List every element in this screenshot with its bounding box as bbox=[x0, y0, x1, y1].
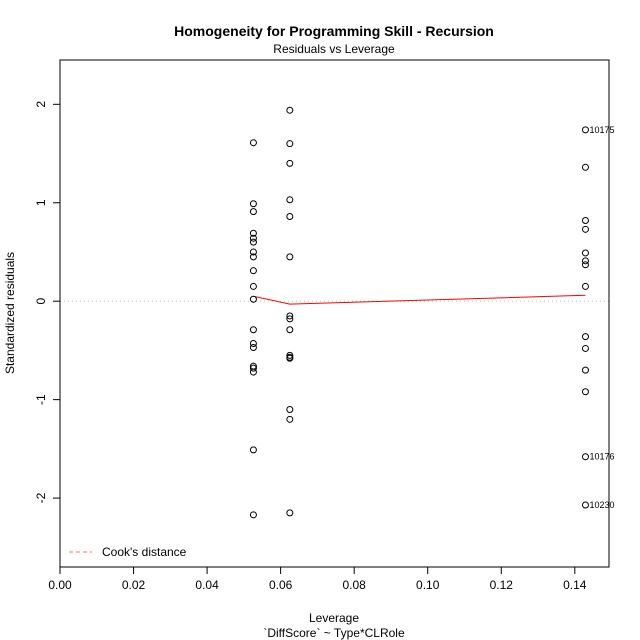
smoothed-fit-line bbox=[253, 294, 586, 305]
data-point bbox=[249, 511, 257, 519]
data-point bbox=[249, 208, 257, 216]
data-point bbox=[286, 405, 294, 413]
data-point bbox=[249, 340, 257, 348]
data-point bbox=[286, 196, 294, 204]
x-axis-formula: `DiffScore` ~ Type*CLRole bbox=[263, 626, 405, 640]
legend-label: Cook's distance bbox=[102, 545, 187, 559]
data-point bbox=[286, 140, 294, 148]
data-point bbox=[249, 343, 257, 351]
data-point bbox=[249, 282, 257, 290]
y-tick-label: 2 bbox=[34, 101, 48, 108]
chart-subtitle: Residuals vs Leverage bbox=[273, 42, 395, 56]
y-tick-label: -2 bbox=[34, 492, 48, 503]
y-axis-label: Standardized residuals bbox=[3, 252, 17, 374]
data-point bbox=[581, 344, 589, 352]
x-tick-label: 0.06 bbox=[269, 578, 293, 592]
data-point bbox=[581, 366, 589, 374]
x-tick-label: 0.00 bbox=[48, 578, 72, 592]
x-tick-label: 0.04 bbox=[195, 578, 219, 592]
point-id-label: 10175 bbox=[589, 125, 614, 135]
data-point bbox=[286, 354, 294, 362]
data-point bbox=[286, 415, 294, 423]
data-point bbox=[249, 326, 257, 334]
data-point bbox=[286, 509, 294, 517]
data-point bbox=[581, 453, 589, 461]
data-point bbox=[286, 253, 294, 261]
data-point bbox=[581, 163, 589, 171]
data-point bbox=[581, 225, 589, 233]
data-point bbox=[581, 501, 589, 509]
point-id-label: 10230 bbox=[589, 500, 614, 510]
x-tick-label: 0.14 bbox=[563, 578, 587, 592]
data-point bbox=[581, 388, 589, 396]
data-point bbox=[581, 249, 589, 257]
data-point bbox=[286, 213, 294, 221]
data-point bbox=[249, 238, 257, 246]
data-point bbox=[581, 333, 589, 341]
data-point bbox=[249, 253, 257, 261]
y-tick-label: 0 bbox=[34, 298, 48, 305]
data-point bbox=[249, 446, 257, 454]
smooth-line-group bbox=[253, 294, 586, 305]
data-point bbox=[581, 257, 589, 265]
x-tick-label: 0.12 bbox=[490, 578, 514, 592]
data-point bbox=[581, 261, 589, 269]
chart-title: Homogeneity for Programming Skill - Recu… bbox=[174, 23, 494, 39]
x-tick-label: 0.08 bbox=[342, 578, 366, 592]
data-point bbox=[249, 248, 257, 256]
data-point bbox=[581, 282, 589, 290]
data-point bbox=[286, 315, 294, 323]
y-axis: -2 -1 0 1 2 bbox=[34, 101, 61, 503]
points-group bbox=[249, 106, 589, 519]
data-point bbox=[249, 267, 257, 275]
data-point bbox=[249, 368, 257, 376]
plot-frame bbox=[59, 59, 610, 568]
data-point bbox=[286, 159, 294, 167]
data-point bbox=[286, 351, 294, 359]
legend: Cook's distance bbox=[69, 545, 187, 559]
data-point bbox=[286, 312, 294, 320]
data-point bbox=[581, 216, 589, 224]
data-point bbox=[249, 364, 257, 372]
point-labels-group: 10175 10176 10230 bbox=[589, 125, 614, 510]
data-point bbox=[581, 126, 589, 134]
point-id-label: 10176 bbox=[589, 452, 614, 462]
x-axis-label: Leverage bbox=[309, 611, 359, 625]
data-point bbox=[249, 229, 257, 237]
reference-lines bbox=[59, 60, 609, 567]
data-point bbox=[286, 106, 294, 114]
x-tick-label: 0.02 bbox=[122, 578, 146, 592]
data-point bbox=[249, 200, 257, 208]
data-point bbox=[286, 326, 294, 334]
data-point bbox=[249, 295, 257, 303]
y-tick-label: 1 bbox=[34, 199, 48, 206]
x-tick-label: 0.10 bbox=[416, 578, 440, 592]
data-point bbox=[249, 139, 257, 147]
y-tick-label: -1 bbox=[34, 394, 48, 405]
x-axis: 0.00 0.02 0.04 0.06 0.08 0.10 0.12 0.14 bbox=[48, 566, 587, 592]
data-point bbox=[249, 234, 257, 242]
